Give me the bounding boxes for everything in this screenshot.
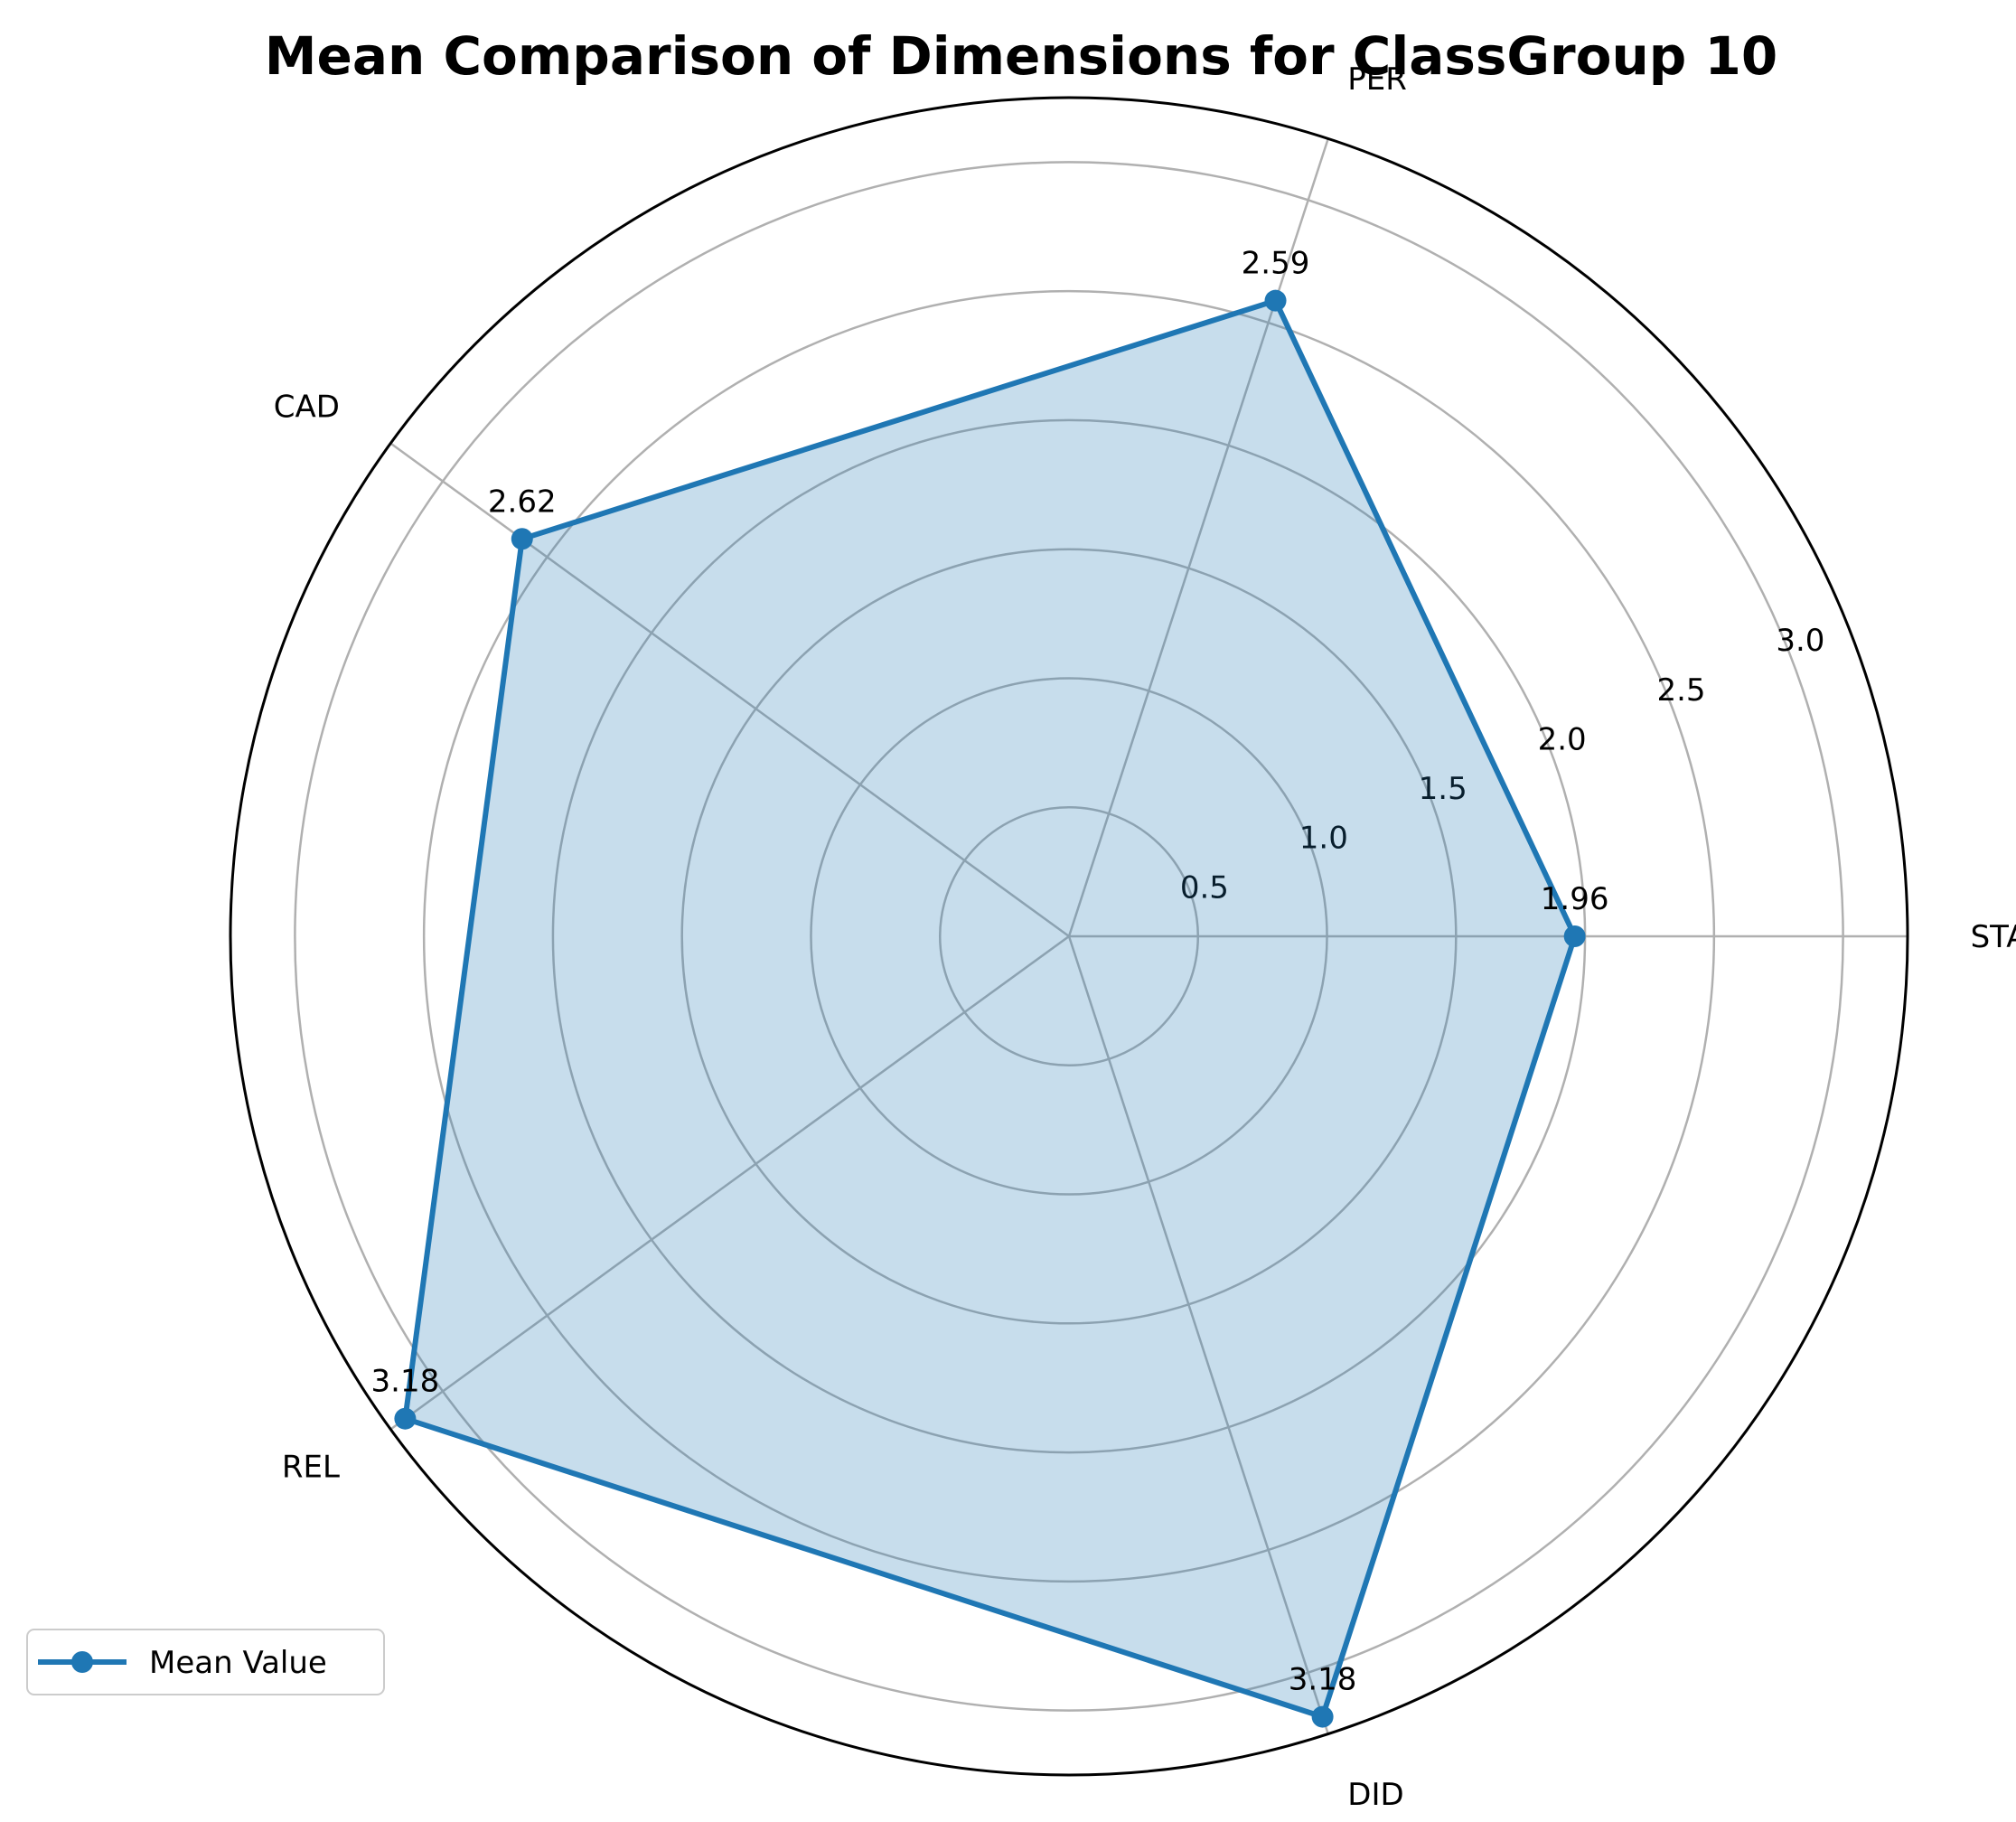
axis-labels: STA PER CAD REL DID bbox=[274, 61, 2016, 1813]
polar-frame bbox=[229, 96, 1909, 1777]
value-label-cad: 2.62 bbox=[488, 484, 557, 520]
value-label-sta: 1.96 bbox=[1541, 881, 1609, 917]
series-line bbox=[402, 297, 1578, 1720]
axis-label-sta: STA bbox=[1971, 919, 2016, 955]
spoke-cad bbox=[389, 442, 1070, 938]
axis-label-did: DID bbox=[1347, 1777, 1403, 1813]
radial-tick-label: 1.0 bbox=[1299, 821, 1348, 857]
radial-tick-label: 2.0 bbox=[1538, 721, 1587, 757]
data-point-did bbox=[1311, 1705, 1334, 1728]
spoke-per bbox=[1067, 138, 1329, 937]
radial-tick-label: 0.5 bbox=[1180, 869, 1229, 906]
radial-tick-label: 2.5 bbox=[1656, 672, 1705, 709]
spoke-did bbox=[1067, 935, 1329, 1734]
axis-label-rel: REL bbox=[282, 1449, 340, 1485]
radial-tick-label: 1.5 bbox=[1419, 771, 1467, 807]
axis-label-cad: CAD bbox=[274, 390, 340, 426]
radial-tick-label: 3.0 bbox=[1776, 623, 1824, 659]
legend-entry-mean-value: Mean Value bbox=[149, 1645, 327, 1681]
chart-title: Mean Comparison of Dimensions for ClassG… bbox=[265, 25, 1777, 87]
legend-frame bbox=[26, 1629, 385, 1695]
data-point-per bbox=[1264, 289, 1287, 312]
value-label-did: 3.18 bbox=[1289, 1662, 1357, 1698]
radial-tick-labels: 0.5 1.0 1.5 2.0 2.5 3.0 bbox=[1180, 623, 1825, 906]
spoke-rel bbox=[389, 934, 1070, 1431]
data-point-rel bbox=[394, 1407, 417, 1430]
data-point-cad bbox=[511, 528, 533, 550]
data-point-sta bbox=[1563, 925, 1586, 947]
axis-label-per: PER bbox=[1347, 61, 1407, 98]
series-area bbox=[405, 300, 1575, 1717]
legend: Mean Value bbox=[26, 1629, 385, 1695]
value-label-rel: 3.18 bbox=[371, 1364, 440, 1400]
series-mean-value: 1.96 2.59 2.62 3.18 3.18 bbox=[371, 246, 1609, 1728]
legend-marker-swatch bbox=[71, 1651, 93, 1673]
value-label-per: 2.59 bbox=[1242, 246, 1310, 282]
